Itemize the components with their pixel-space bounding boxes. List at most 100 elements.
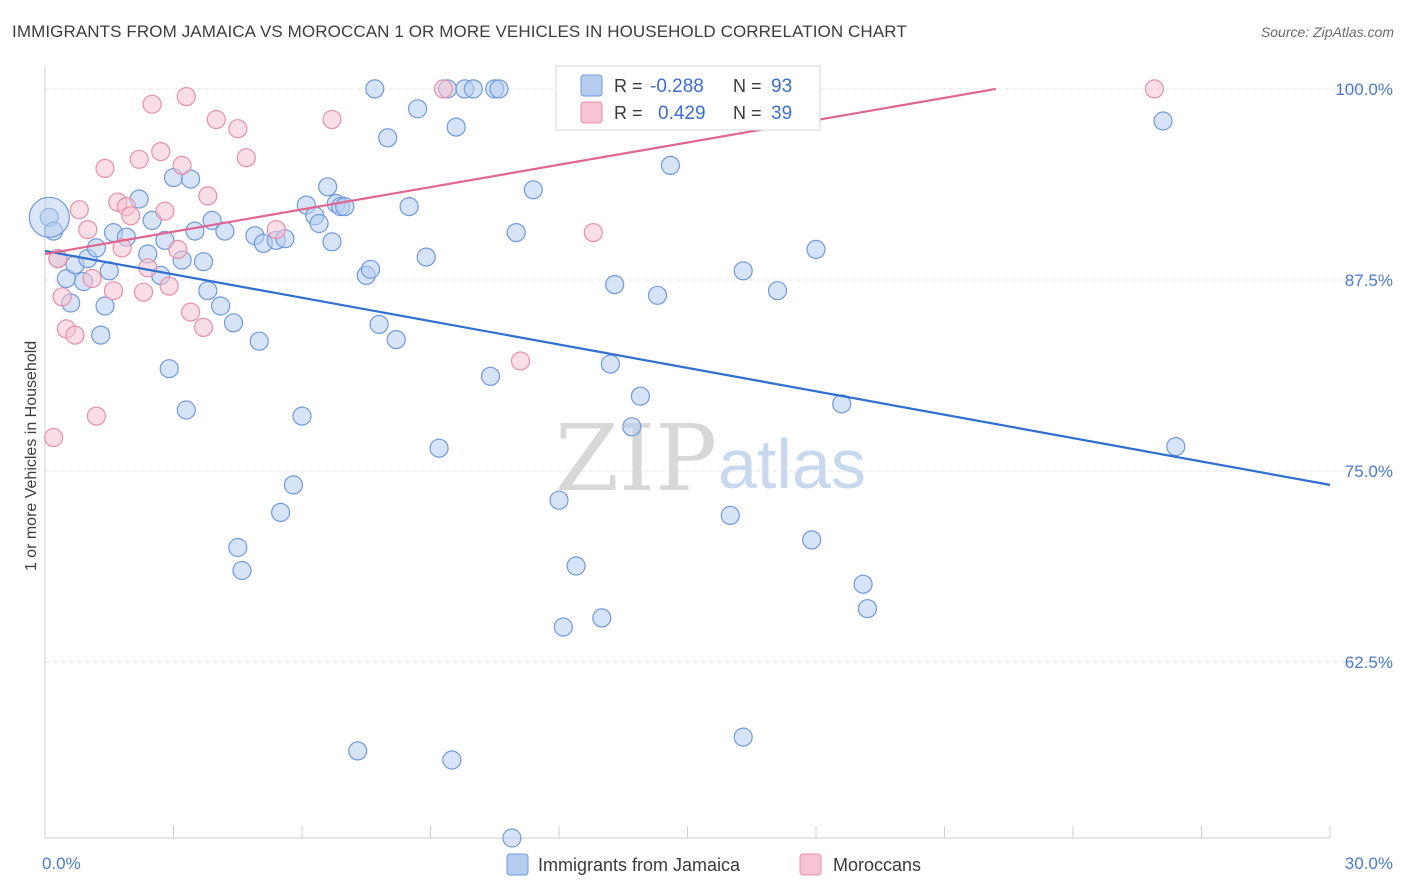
jamaica-point [185,221,205,241]
trend-lines [44,87,1331,486]
jamaica-point [309,213,329,234]
moroccans-point [78,220,98,240]
jamaica-point [193,252,214,272]
jamaica-point [95,296,115,316]
x-tick-labels: 0.0% 30.0% [42,854,1393,873]
jamaica-point [416,247,436,267]
jamaica-point [211,296,231,316]
jamaica-point [767,281,788,301]
jamaica-point [386,330,406,350]
stats-n-value: 93 [771,76,792,97]
moroccans-point [510,351,531,371]
moroccans-point [86,406,107,426]
moroccans-point [142,94,162,114]
jamaica-point [806,239,826,259]
watermark: ZIP atlas [555,405,866,512]
jamaica-point [348,741,368,761]
moroccans-point [198,186,218,206]
jamaica-point [408,99,428,119]
jamaica-point [549,490,569,510]
jamaica-point [271,502,291,523]
y-tick-label: 75.0% [1345,462,1393,481]
jamaica-point [176,400,196,420]
stats-legend-swatch-moroccans [580,101,603,124]
moroccans-point [206,109,226,130]
jamaica-point [853,574,873,594]
moroccans-point [133,282,154,302]
jamaica-point [733,261,753,281]
moroccans-point [121,206,141,226]
jamaica-point [553,617,573,637]
jamaica-point [159,359,179,379]
jamaica-point [223,313,244,333]
jamaica-point [283,475,303,495]
moroccans-point [65,325,85,345]
jamaica-point [249,331,269,351]
jamaica-point [360,259,381,279]
moroccans-point [236,148,256,168]
jamaica-point [600,354,621,374]
jamaica-point [506,223,526,243]
legend-swatch-moroccans [799,853,822,876]
stats-r-label: R = [614,103,643,123]
y-tick-label: 62.5% [1345,653,1393,672]
jamaica-point [91,325,111,345]
y-tick-label: 100.0% [1335,80,1393,99]
jamaica-point [622,417,642,437]
jamaica-point [630,386,651,406]
legend-label-moroccans: Moroccans [833,855,921,875]
stats-legend-swatch-jamaica [580,74,603,97]
stats-n-label: N = [733,103,762,123]
y-axis-label: 1 or more Vehicles in Household [23,341,40,571]
jamaica-point [502,828,522,848]
jamaica-point [523,180,543,200]
jamaica-point [318,177,338,197]
jamaica-point [86,238,107,258]
jamaica-point [429,438,449,458]
jamaica-point [1166,437,1186,457]
moroccans-point [151,142,171,162]
moroccans-point [172,155,192,175]
chart-title: IMMIGRANTS FROM JAMAICA VS MOROCCAN 1 OR… [12,22,907,41]
x-tick-label: 30.0% [1345,854,1393,873]
jamaica-point [857,599,878,619]
moroccans-point [103,281,124,301]
axes [44,66,1331,839]
jamaica-point [489,79,509,99]
series-legend: Immigrants from Jamaica Moroccans [506,853,921,876]
moroccans-point [193,317,214,337]
jamaica-point [647,285,668,305]
source-credit: Source: ZipAtlas.com [1260,24,1394,40]
jamaica-point [378,128,398,148]
moroccans-point [52,287,72,307]
jamaica-point [733,727,753,747]
legend-swatch-jamaica [506,853,529,876]
moroccans-point [43,427,64,448]
jamaica-point [660,155,681,175]
stats-n-label: N = [733,76,762,96]
jamaica-point [365,79,385,99]
stats-r-label: R = [614,76,643,96]
jamaica-point [566,556,586,576]
jamaica-point [369,314,389,334]
jamaica-point [292,406,312,426]
jamaica-point [463,79,483,99]
moroccans-point [583,223,603,243]
moroccans-point [322,109,342,130]
jamaica-point [480,366,501,386]
moroccans-point [433,79,453,99]
y-tick-label: 87.5% [1345,271,1393,290]
moroccans-point [1144,79,1165,99]
jamaica-point [592,608,612,628]
trend-line-moroccans [44,87,997,256]
x-tick-label: 0.0% [42,854,81,873]
moroccans-point [228,119,248,139]
series-jamaica-points [28,79,1186,848]
stats-r-value: 0.429 [658,103,706,124]
moroccans-point [95,158,115,178]
jamaica-point [232,560,252,581]
moroccans-point [129,149,149,169]
jamaica-point [1153,111,1173,131]
jamaica-point [802,530,822,550]
